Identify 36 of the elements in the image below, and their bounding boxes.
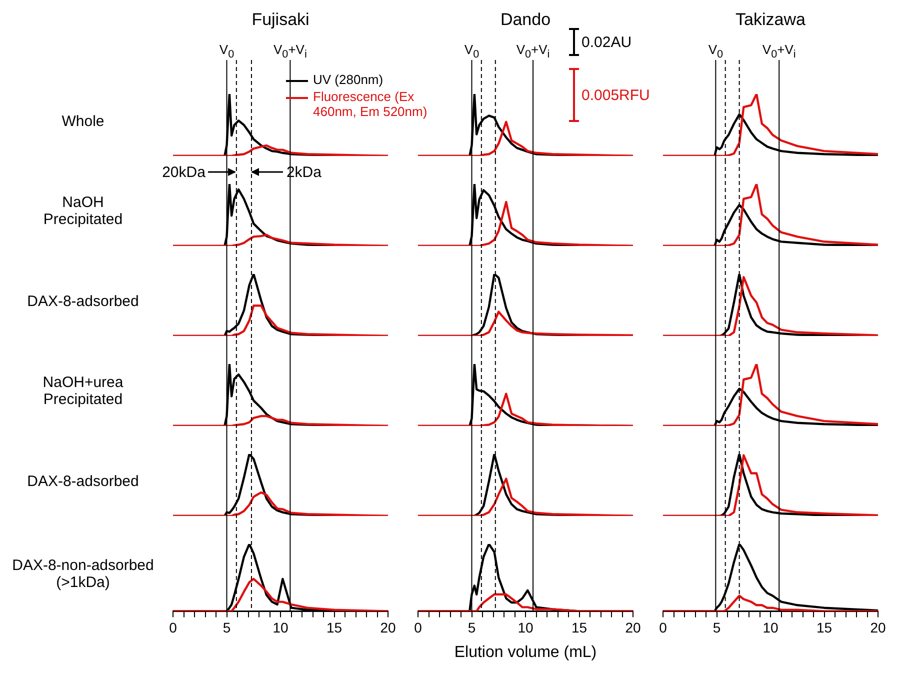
- x-axis-title: Elution volume (mL): [453, 644, 598, 662]
- chart-title: Dando: [499, 10, 552, 30]
- y-axis-title: NaOH+urea Precipitated: [42, 373, 124, 410]
- x-tick-label: 0: [659, 619, 668, 636]
- chart-title: Takizawa: [734, 10, 806, 30]
- y-axis-title: DAX-8-adsorbed: [26, 472, 140, 492]
- x-tick-label: 15: [816, 619, 832, 636]
- ref-line-label: V$_{0}$+V$_{i}$: [515, 42, 551, 61]
- ref-line-label: V$_{0}$: [218, 42, 236, 61]
- ref-line-label: V$_{0}$: [463, 42, 480, 61]
- y-axis-title: DAX-8-non-adsorbed (>1kDa): [11, 556, 155, 593]
- y-axis-title: Whole: [60, 112, 106, 132]
- x-tick-label: 20: [380, 619, 396, 636]
- x-tick-label: 0: [414, 619, 422, 636]
- x-tick-label: 10: [272, 619, 288, 636]
- chart-title: Fujisaki: [250, 10, 310, 30]
- annotation: 0.005RFU: [582, 86, 650, 104]
- x-tick-label: 10: [518, 619, 534, 636]
- annotation: 20kDa: [162, 164, 206, 180]
- x-tick-label: 5: [712, 619, 721, 636]
- legend-label: UV (280nm): [313, 72, 384, 87]
- y-axis-title: NaOH Precipitated: [42, 193, 124, 230]
- x-tick-label: 10: [762, 619, 778, 636]
- x-tick-label: 5: [222, 619, 231, 636]
- x-tick-label: 15: [571, 619, 588, 636]
- x-tick-label: 20: [625, 619, 641, 636]
- ref-line-label: V$_{0}$+V$_{i}$: [272, 42, 308, 61]
- y-axis-title: DAX-8-adsorbed: [26, 292, 140, 312]
- ref-line-label: V$_{0}$+V$_{i}$: [761, 42, 797, 61]
- x-tick-label: 20: [870, 619, 886, 636]
- text: 0.02AU: [582, 34, 632, 50]
- x-tick-label: 15: [326, 619, 342, 636]
- x-tick-label: 5: [468, 619, 476, 636]
- ref-line-label: V$_{0}$: [707, 42, 724, 61]
- x-tick-label: 0: [169, 619, 178, 636]
- legend-label: Fluorescence (Ex 460nm, Em 520nm): [313, 89, 428, 119]
